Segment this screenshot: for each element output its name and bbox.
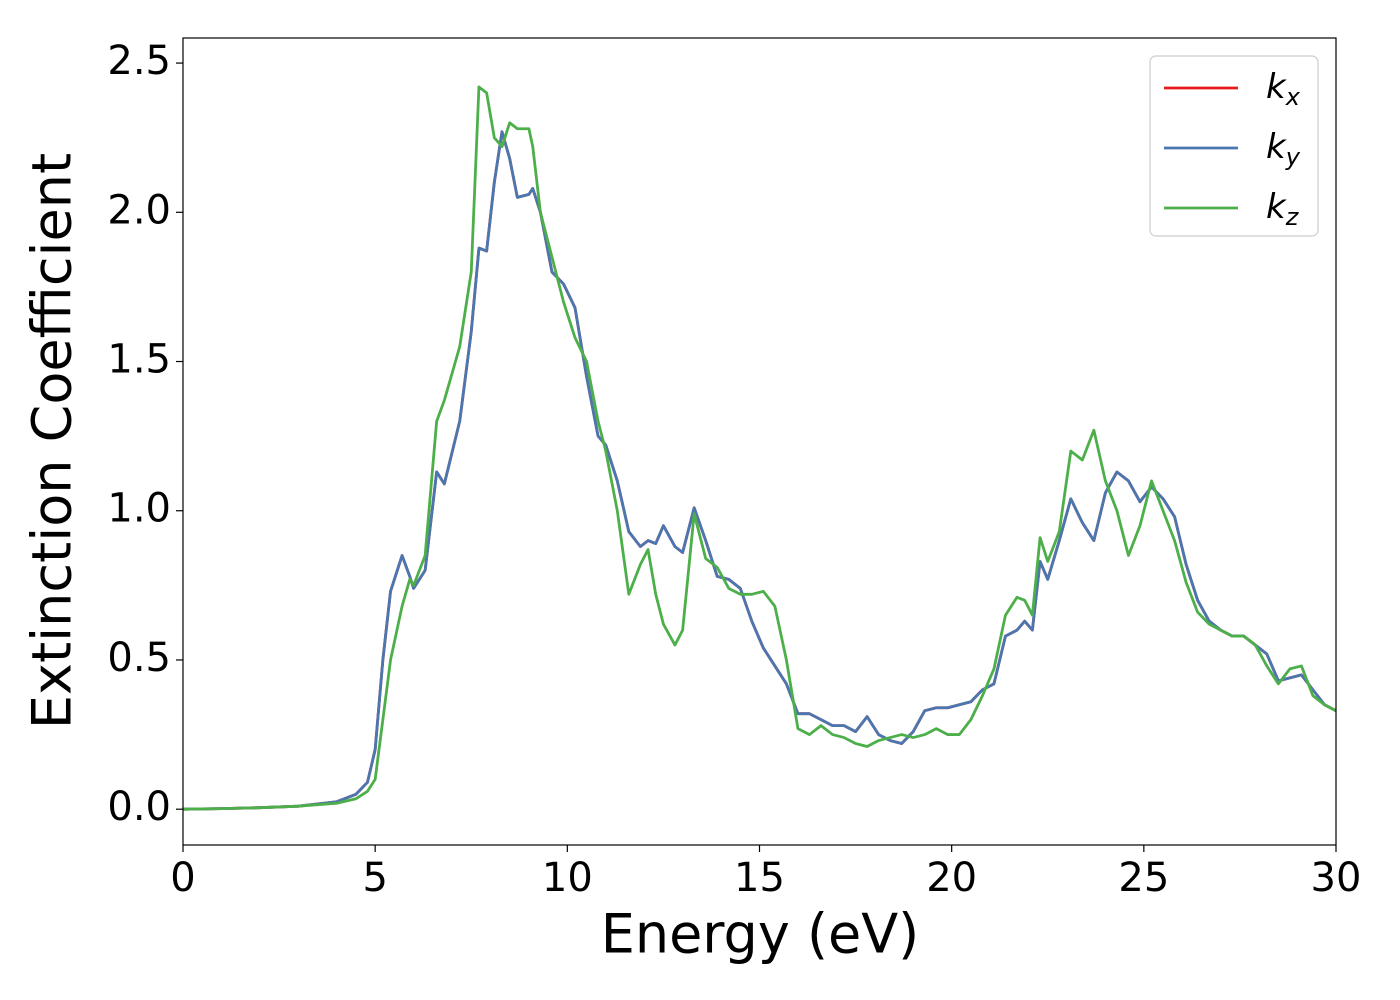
x-tick-label: 20 bbox=[926, 855, 977, 901]
x-tick-label: 30 bbox=[1311, 855, 1362, 901]
legend-label: kz bbox=[1266, 187, 1300, 232]
y-tick-label: 0.0 bbox=[107, 784, 171, 830]
plot-frame bbox=[182, 37, 1337, 846]
data-line bbox=[183, 85, 1336, 811]
x-tick-label: 10 bbox=[542, 855, 593, 901]
y-tick-label: 2.5 bbox=[107, 38, 171, 84]
x-tick-label: 15 bbox=[734, 855, 785, 901]
x-tick-label: 25 bbox=[1118, 855, 1169, 901]
y-axis-label: Extinction Coefficient bbox=[21, 153, 84, 729]
x-tick-label: 5 bbox=[362, 855, 387, 901]
y-tick-label: 1.5 bbox=[107, 337, 171, 383]
legend-label: kx bbox=[1266, 67, 1301, 112]
x-tick-label: 0 bbox=[170, 855, 195, 901]
y-tick-label: 1.0 bbox=[107, 486, 171, 532]
legend-box bbox=[1149, 55, 1319, 237]
y-tick-label: 0.5 bbox=[107, 635, 171, 681]
legend-label: ky bbox=[1266, 127, 1301, 172]
y-tick-label: 2.0 bbox=[107, 187, 171, 233]
x-axis-label: Energy (eV) bbox=[601, 903, 920, 966]
